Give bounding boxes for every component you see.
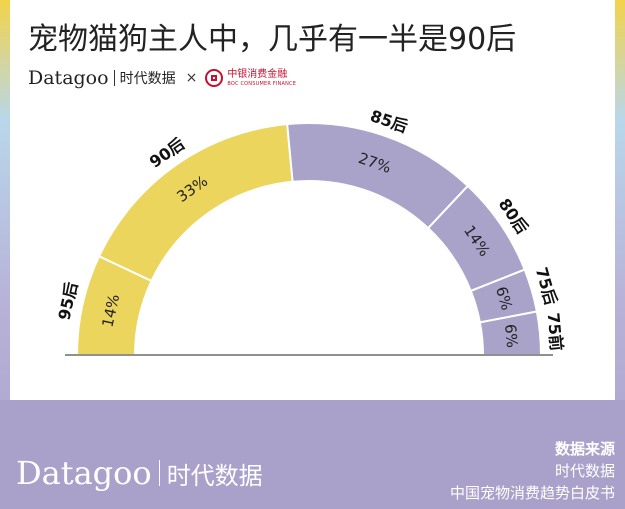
source-title: 数据来源	[554, 440, 615, 458]
datagoo-logo: Datagoo	[28, 67, 109, 89]
chart-segments	[65, 122, 553, 356]
footer-datagoo-logo: Datagoo	[16, 454, 152, 492]
footer-logo: Datagoo 时代数据	[16, 454, 263, 492]
segment-value-label: 6%	[492, 284, 516, 312]
times-sign: ×	[185, 70, 198, 86]
segment-category-label: 75前	[544, 312, 567, 352]
chart-segment-1	[97, 122, 294, 283]
segment-category-label: 95后	[55, 280, 82, 322]
footer-brand-cn-name: 时代数据	[166, 461, 263, 490]
brand-divider	[113, 70, 115, 86]
partner-name-cn: 中银消费金融	[227, 68, 288, 80]
source-line: 时代数据	[554, 462, 615, 480]
chart-segment-2	[286, 122, 470, 230]
segment-value-label: 6%	[501, 323, 521, 348]
partner-name-en: BOC CONSUMER FINANCE	[227, 80, 297, 87]
source-line: 中国宠物消费趋势白皮书	[449, 484, 615, 502]
chart-title: 宠物猫狗主人中，几乎有一半是90后	[28, 22, 517, 57]
data-source: 数据来源 时代数据 中国宠物消费趋势白皮书	[450, 438, 615, 504]
partner-name: 中银消费金融 BOC CONSUMER FINANCE	[227, 68, 297, 87]
footer-band	[0, 400, 625, 509]
boc-logo-icon	[205, 69, 224, 87]
footer-brand-divider	[158, 460, 160, 486]
brand-row: Datagoo 时代数据 × 中银消费金融 BOC CONSUMER FINAN…	[28, 64, 296, 92]
brand-cn-name: 时代数据	[119, 71, 176, 87]
segment-category-label: 75后	[532, 265, 561, 307]
